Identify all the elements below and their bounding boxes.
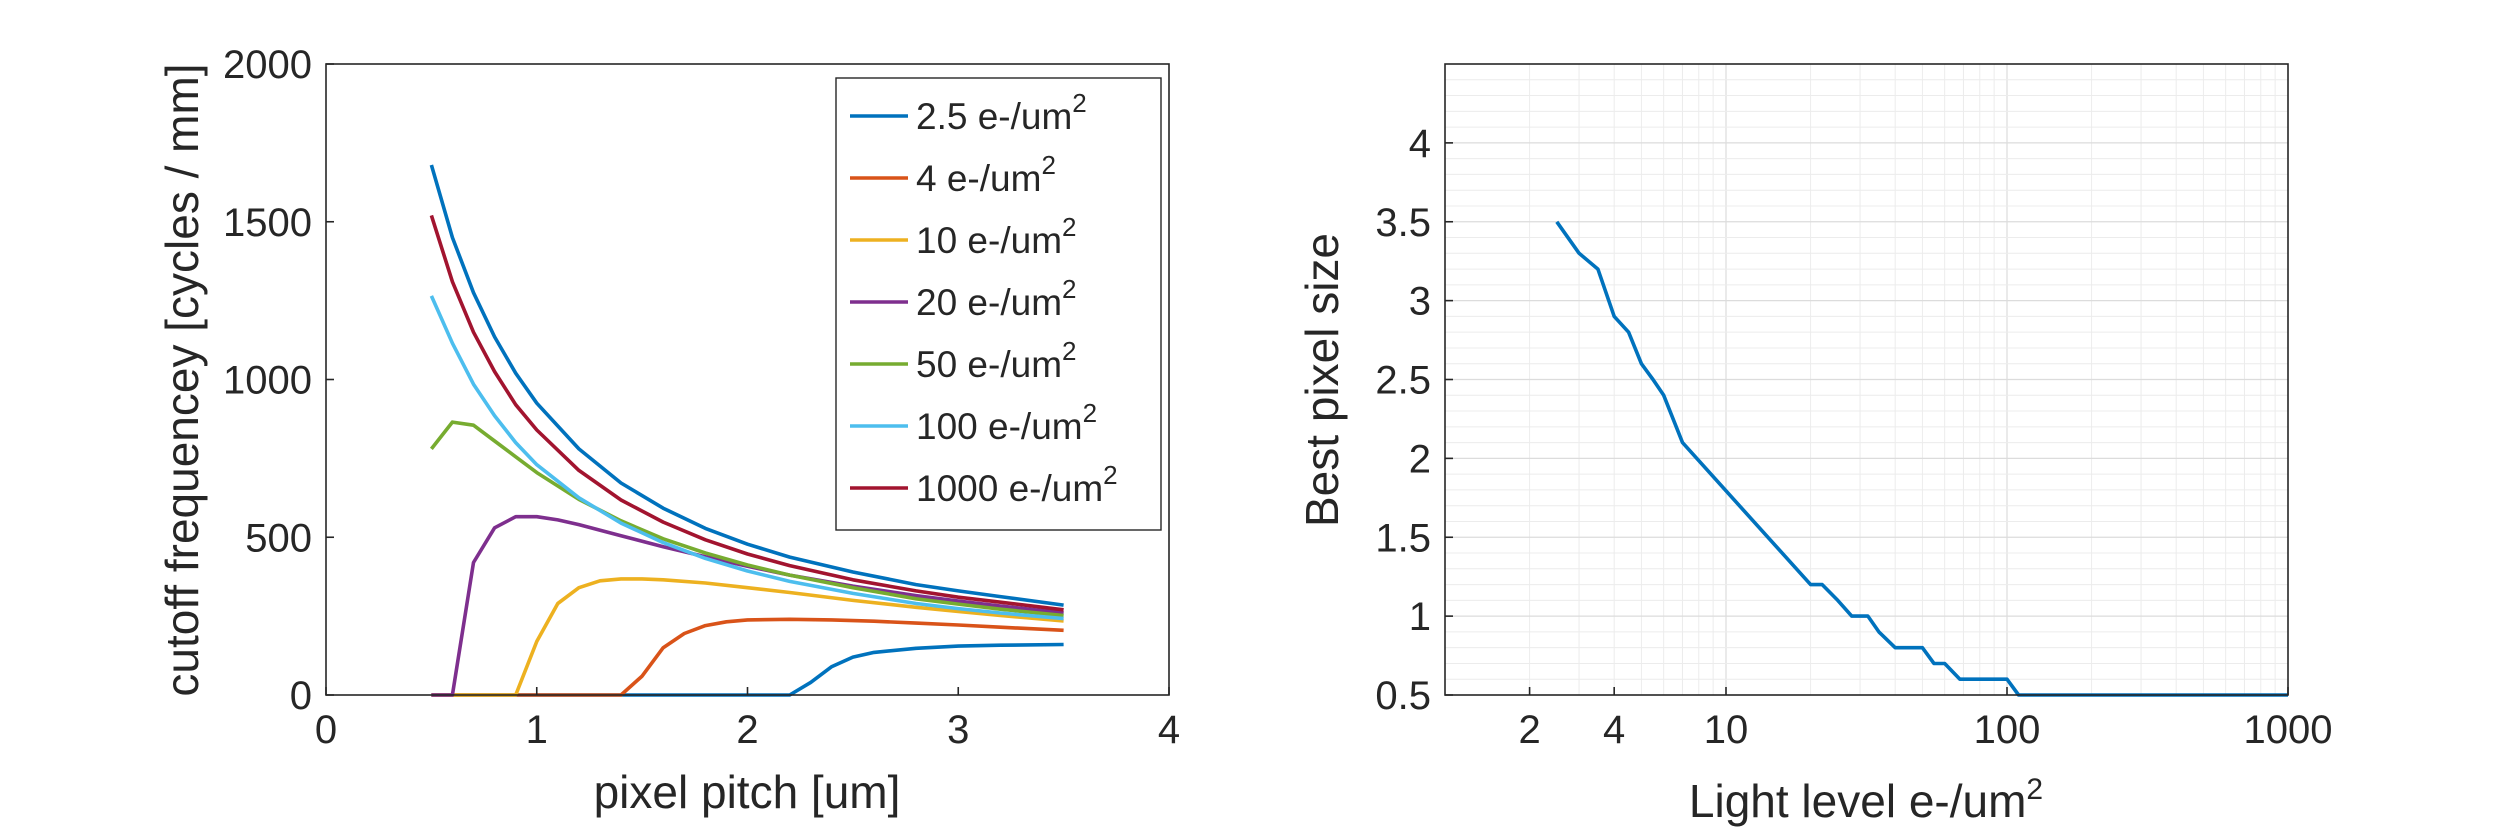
legend-box (835, 77, 1162, 531)
legend-entry: 20 e-/um2 (916, 274, 1076, 323)
right-y-tick-label: 1 (1409, 595, 1431, 639)
right-x-axis-label-text: Light level e-/um (1689, 775, 2027, 827)
right-x-tick-label: 2 (1518, 708, 1540, 752)
legend-entry-sup: 2 (1062, 212, 1076, 242)
right-y-tick-label: 0.5 (1375, 674, 1431, 718)
series-line-6 (429, 214, 1064, 612)
right-chart: 2 4 10 100 1000 0.5 1 1.5 2 2.5 3 3.5 4 Light level … (1296, 63, 2332, 827)
legend-entry-label: 10 e-/um (916, 220, 1062, 261)
right-y-tick-label: 1.5 (1375, 516, 1431, 560)
left-y-tick-label: 2000 (223, 43, 312, 87)
legend-entry-sup: 2 (1083, 398, 1097, 428)
left-x-tick-label: 1 (526, 708, 548, 752)
legend-entry: 100 e-/um2 (916, 398, 1097, 447)
left-x-tick-label: 3 (947, 708, 969, 752)
right-x-axis-label: Light level e-/um2 (1689, 773, 2043, 827)
legend-entry-sup: 2 (1062, 336, 1076, 366)
left-x-tick-label: 4 (1158, 708, 1180, 752)
right-y-tick-label: 2 (1409, 437, 1431, 481)
left-y-tick-label: 500 (245, 516, 312, 560)
legend-entry-label: 100 e-/um (916, 406, 1083, 447)
series-line-4 (429, 420, 1064, 618)
right-y-tick-label: 3 (1409, 280, 1431, 324)
legend-entry-sup: 2 (1041, 150, 1055, 180)
legend-entry: 1000 e-/um2 (916, 460, 1118, 509)
left-y-tick-label: 1500 (223, 201, 312, 245)
right-y-tick-label: 3.5 (1375, 201, 1431, 245)
legend-entry-label: 20 e-/um (916, 282, 1062, 323)
left-series-lines (429, 164, 1064, 697)
legend-entry: 4 e-/um2 (916, 150, 1056, 199)
legend-entry: 50 e-/um2 (916, 336, 1076, 385)
left-x-tick-label: 0 (315, 708, 337, 752)
left-y-tick-label: 0 (290, 674, 312, 718)
legend-entry-label: 4 e-/um (916, 158, 1041, 199)
right-x-tick-label: 10 (1704, 708, 1749, 752)
right-grid (1445, 64, 2288, 695)
left-x-tick-label: 2 (736, 708, 758, 752)
series-line-7 (429, 164, 1064, 607)
legend-entry-label: 2.5 e-/um (916, 96, 1072, 137)
right-x-tick-label: 4 (1603, 708, 1625, 752)
legend-entry-sup: 2 (1062, 274, 1076, 304)
right-ticks: 2 4 10 100 1000 0.5 1 1.5 2 2.5 3 3.5 4 (1375, 122, 2332, 752)
legend-entry-label: 1000 e-/um (916, 468, 1103, 509)
series-line-2 (431, 577, 1064, 697)
legend-entry: 10 e-/um2 (916, 212, 1076, 261)
right-x-axis-label-sup: 2 (2026, 773, 2043, 806)
legend-entry-sup: 2 (1072, 88, 1086, 118)
legend-entry-sup: 2 (1103, 460, 1117, 490)
left-chart: 0 1 2 3 4 0 500 1000 1500 2000 pixel pitch [um] c… (156, 43, 1180, 818)
right-y-axis-label: Best pixel size (1296, 233, 1348, 527)
legend-entry-label: 50 e-/um (916, 344, 1062, 385)
left-ticks: 0 1 2 3 4 0 500 1000 1500 2000 (223, 43, 1180, 752)
legend-entry: 2.5 e-/um2 (916, 88, 1087, 137)
right-x-tick-label: 100 (1974, 708, 2041, 752)
right-x-tick-label: 1000 (2244, 708, 2333, 752)
right-y-tick-label: 2.5 (1375, 359, 1431, 403)
left-y-axis-label: cutoff frequencey [cycles / mm] (156, 63, 208, 696)
series-line-3 (431, 514, 1064, 697)
left-x-axis-label: pixel pitch [um] (594, 766, 901, 818)
right-y-tick-label: 4 (1409, 122, 1431, 166)
left-y-tick-label: 1000 (223, 359, 312, 403)
series-line-5 (429, 295, 1064, 621)
